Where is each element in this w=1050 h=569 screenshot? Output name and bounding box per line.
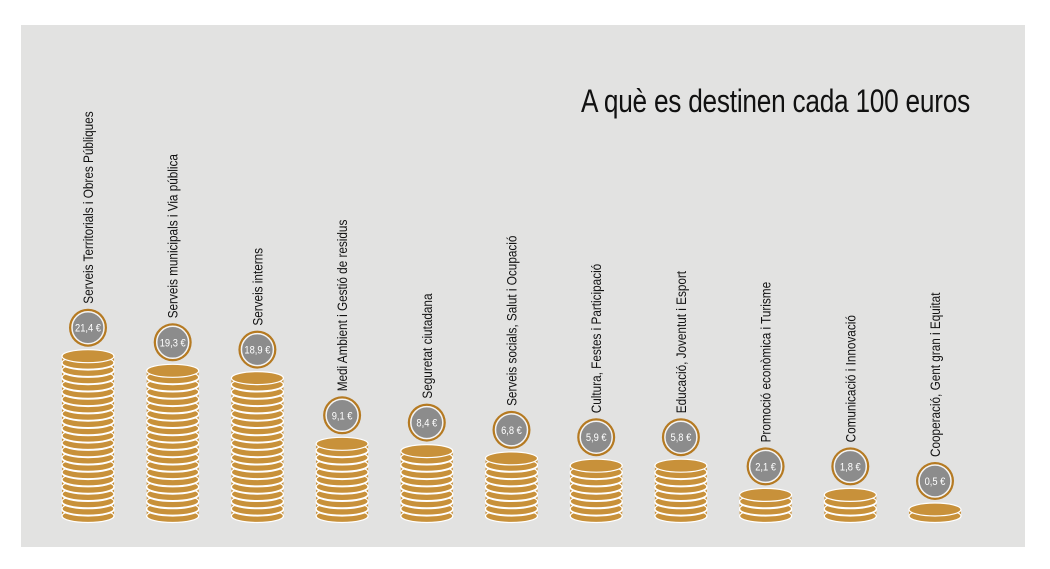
category-label: Medi Ambient i Gestió de residus — [334, 220, 350, 392]
value-badge — [410, 405, 444, 440]
coin-top — [654, 458, 708, 473]
data-label: 19,3 € — [160, 338, 186, 350]
coin-top — [230, 371, 284, 386]
coin-top — [908, 502, 962, 517]
value-badge — [833, 449, 868, 484]
value-badge — [579, 420, 613, 454]
data-label: 6,8 € — [501, 425, 522, 437]
value-badge — [748, 449, 783, 484]
value-badge — [71, 310, 105, 345]
coin-top — [738, 487, 793, 502]
data-label: 5,8 € — [671, 433, 692, 445]
category-label: Serveis socials, Salut i Ocupació — [504, 236, 520, 406]
category-label: Serveis Territorials i Obres Públiques — [80, 111, 96, 303]
category-label: Serveis municipals i Via pública — [165, 153, 181, 318]
category-label: Promoció econòmica i Turisme — [758, 282, 774, 443]
coin-stack — [315, 436, 369, 524]
data-label: 2,1 € — [755, 462, 776, 474]
category-label: Cultura, Festes i Participació — [588, 264, 604, 413]
coin-stack — [738, 487, 793, 524]
data-label: 21,4 € — [75, 323, 101, 335]
coin-stack — [146, 363, 200, 524]
value-badge — [494, 413, 529, 447]
value-badge — [325, 398, 359, 433]
coin-top — [569, 458, 623, 473]
coin-top — [400, 444, 454, 459]
coin-stack — [230, 371, 284, 524]
value-badge — [664, 420, 698, 454]
coin-stacks-chart: 21,4 € Serveis Territorials i Obres Públi… — [61, 111, 962, 524]
data-label: 0,5 € — [925, 476, 946, 488]
category-label: Comunicació i Innovació — [842, 315, 858, 442]
data-label: 8,4 € — [416, 418, 437, 430]
coin-top — [61, 349, 115, 364]
coin-stack — [400, 444, 454, 524]
coin-stack — [569, 458, 623, 524]
data-label: 9,1 € — [332, 411, 353, 423]
value-badge — [240, 332, 275, 367]
data-label: 1,8 € — [840, 462, 861, 474]
coin-stack — [908, 502, 962, 524]
value-badge — [918, 464, 952, 498]
category-label: Educació, Joventut i Esport — [673, 271, 689, 414]
coin-stack — [654, 458, 708, 524]
data-label: 5,9 € — [586, 433, 607, 445]
category-label: Serveis interns — [249, 248, 265, 326]
data-label: 18,9 € — [244, 345, 270, 357]
coin-top — [823, 487, 877, 502]
coin-stack — [823, 487, 877, 524]
value-badge — [155, 325, 190, 360]
coin-top — [484, 451, 539, 466]
coin-stack — [61, 349, 115, 524]
chart-title: A què es destinen cada 100 euros — [581, 83, 970, 119]
chart-panel: 21,4 € Serveis Territorials i Obres Públi… — [21, 25, 1025, 547]
coin-stack — [484, 451, 539, 524]
category-label: Seguretat ciutadana — [419, 293, 435, 399]
category-label: Cooperació, Gent gran i Equitat — [927, 292, 943, 457]
coin-top — [146, 363, 200, 378]
coin-top — [315, 436, 369, 451]
